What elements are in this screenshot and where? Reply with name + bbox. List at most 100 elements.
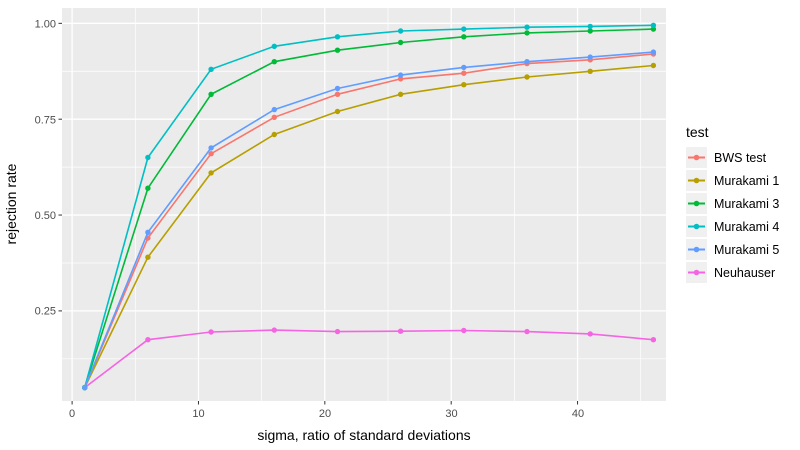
data-point-murakami-4	[397, 28, 404, 34]
data-point-bws-test	[461, 70, 467, 76]
data-point-murakami-4	[524, 24, 530, 30]
data-point-murakami-5	[82, 384, 88, 391]
data-point-murakami-3	[208, 91, 214, 98]
y-axis-tick-labels: 0.25 0.50 0.75 1.00	[35, 19, 56, 318]
data-point-murakami-3	[650, 26, 657, 32]
data-point-murakami-3	[587, 28, 593, 34]
data-point-murakami-3	[271, 59, 277, 65]
data-point-murakami-5	[145, 229, 151, 235]
data-point-bws-test	[397, 76, 404, 82]
y-tick-label: 1.00	[35, 19, 56, 31]
x-tick-label: 10	[192, 408, 204, 420]
data-point-murakami-5	[587, 54, 593, 60]
legend: test BWS test Murakami 1 Murakami 3 Mura…	[686, 124, 779, 284]
series-line-murakami-5	[83, 51, 654, 388]
data-point-bws-test	[208, 151, 214, 157]
data-point-murakami-5	[524, 59, 530, 65]
data-point-murakami-4	[461, 26, 467, 32]
data-point-murakami-3	[145, 185, 151, 191]
legend-key-icon	[686, 147, 707, 168]
legend-entry-label: Murakami 3	[714, 196, 780, 211]
data-point-neuhauser	[334, 328, 341, 335]
legend-key-icon	[686, 193, 707, 214]
data-point-murakami-5	[334, 85, 341, 92]
data-point-bws-test	[271, 114, 277, 121]
data-point-neuhauser	[397, 328, 404, 334]
legend-entry: Murakami 5	[686, 238, 779, 261]
data-point-murakami-3	[397, 39, 404, 46]
data-point-murakami-1	[650, 62, 657, 69]
x-axis-tick-labels: 0 10 20 30 40	[69, 408, 584, 420]
data-point-murakami-4	[650, 22, 657, 28]
data-point-murakami-5	[397, 72, 404, 78]
data-point-murakami-5	[208, 145, 214, 151]
data-point-murakami-5	[271, 106, 277, 113]
x-tick-label: 0	[69, 408, 75, 420]
data-point-murakami-1	[587, 68, 593, 75]
series-murakami-1	[82, 62, 657, 391]
plot-panel	[62, 8, 666, 401]
x-tick-label: 20	[319, 408, 331, 420]
legend-entry: Murakami 4	[686, 215, 779, 238]
data-point-murakami-1	[524, 74, 530, 80]
axis-ticks	[58, 22, 579, 405]
legend-title: test	[686, 124, 709, 140]
data-point-murakami-3	[334, 47, 341, 53]
legend-key-icon	[686, 216, 707, 237]
data-point-murakami-1	[208, 170, 214, 176]
data-series	[82, 22, 657, 391]
legend-key-icon	[686, 239, 707, 260]
series-neuhauser	[82, 327, 657, 391]
legend-entry: Murakami 3	[686, 192, 779, 215]
data-point-murakami-1	[461, 82, 467, 88]
legend-key-icon	[686, 170, 707, 191]
data-point-murakami-1	[334, 108, 341, 115]
series-murakami-5	[82, 49, 657, 391]
data-point-neuhauser	[271, 327, 277, 333]
legend-entry: Murakami 1	[686, 169, 779, 192]
data-point-murakami-1	[271, 131, 277, 138]
legend-key-icon	[686, 262, 707, 283]
x-axis-title: sigma, ratio of standard deviations	[257, 427, 470, 443]
gridlines	[62, 8, 666, 401]
data-point-neuhauser	[145, 337, 151, 343]
data-point-bws-test	[334, 91, 341, 98]
data-point-murakami-4	[334, 34, 341, 40]
legend-entry-label: Murakami 1	[714, 173, 780, 188]
legend-entry-label: Neuhauser	[714, 265, 776, 280]
data-point-murakami-4	[271, 43, 277, 49]
data-point-murakami-3	[524, 30, 530, 36]
legend-entry-label: BWS test	[714, 150, 767, 165]
data-point-murakami-1	[397, 91, 404, 98]
y-tick-label: 0.75	[35, 114, 56, 126]
legend-entry-label: Murakami 5	[714, 242, 780, 257]
data-point-neuhauser	[587, 331, 593, 337]
y-axis-title: rejection rate	[3, 163, 19, 244]
y-tick-label: 0.50	[35, 210, 56, 222]
series-line-neuhauser	[84, 329, 654, 389]
x-tick-label: 40	[572, 408, 584, 420]
data-point-murakami-5	[650, 49, 657, 55]
series-line-murakami-1	[83, 64, 654, 388]
y-tick-label: 0.25	[35, 306, 56, 318]
data-point-murakami-4	[587, 23, 593, 30]
data-point-murakami-4	[145, 154, 151, 161]
data-point-neuhauser	[208, 329, 214, 335]
data-point-murakami-5	[461, 64, 467, 71]
legend-entry: Neuhauser	[686, 261, 779, 284]
legend-entry: BWS test	[686, 146, 779, 169]
data-point-murakami-3	[461, 34, 467, 40]
data-point-neuhauser	[650, 337, 657, 343]
series-line-murakami-4	[83, 24, 654, 388]
data-point-murakami-4	[208, 66, 214, 73]
data-point-neuhauser	[461, 327, 467, 334]
data-point-neuhauser	[524, 328, 530, 335]
legend-entry-label: Murakami 4	[714, 219, 780, 234]
series-line-murakami-3	[83, 28, 654, 388]
series-murakami-4	[82, 22, 657, 391]
data-point-murakami-1	[145, 254, 151, 260]
x-tick-label: 30	[445, 408, 457, 420]
series-line-bws-test	[83, 53, 654, 388]
